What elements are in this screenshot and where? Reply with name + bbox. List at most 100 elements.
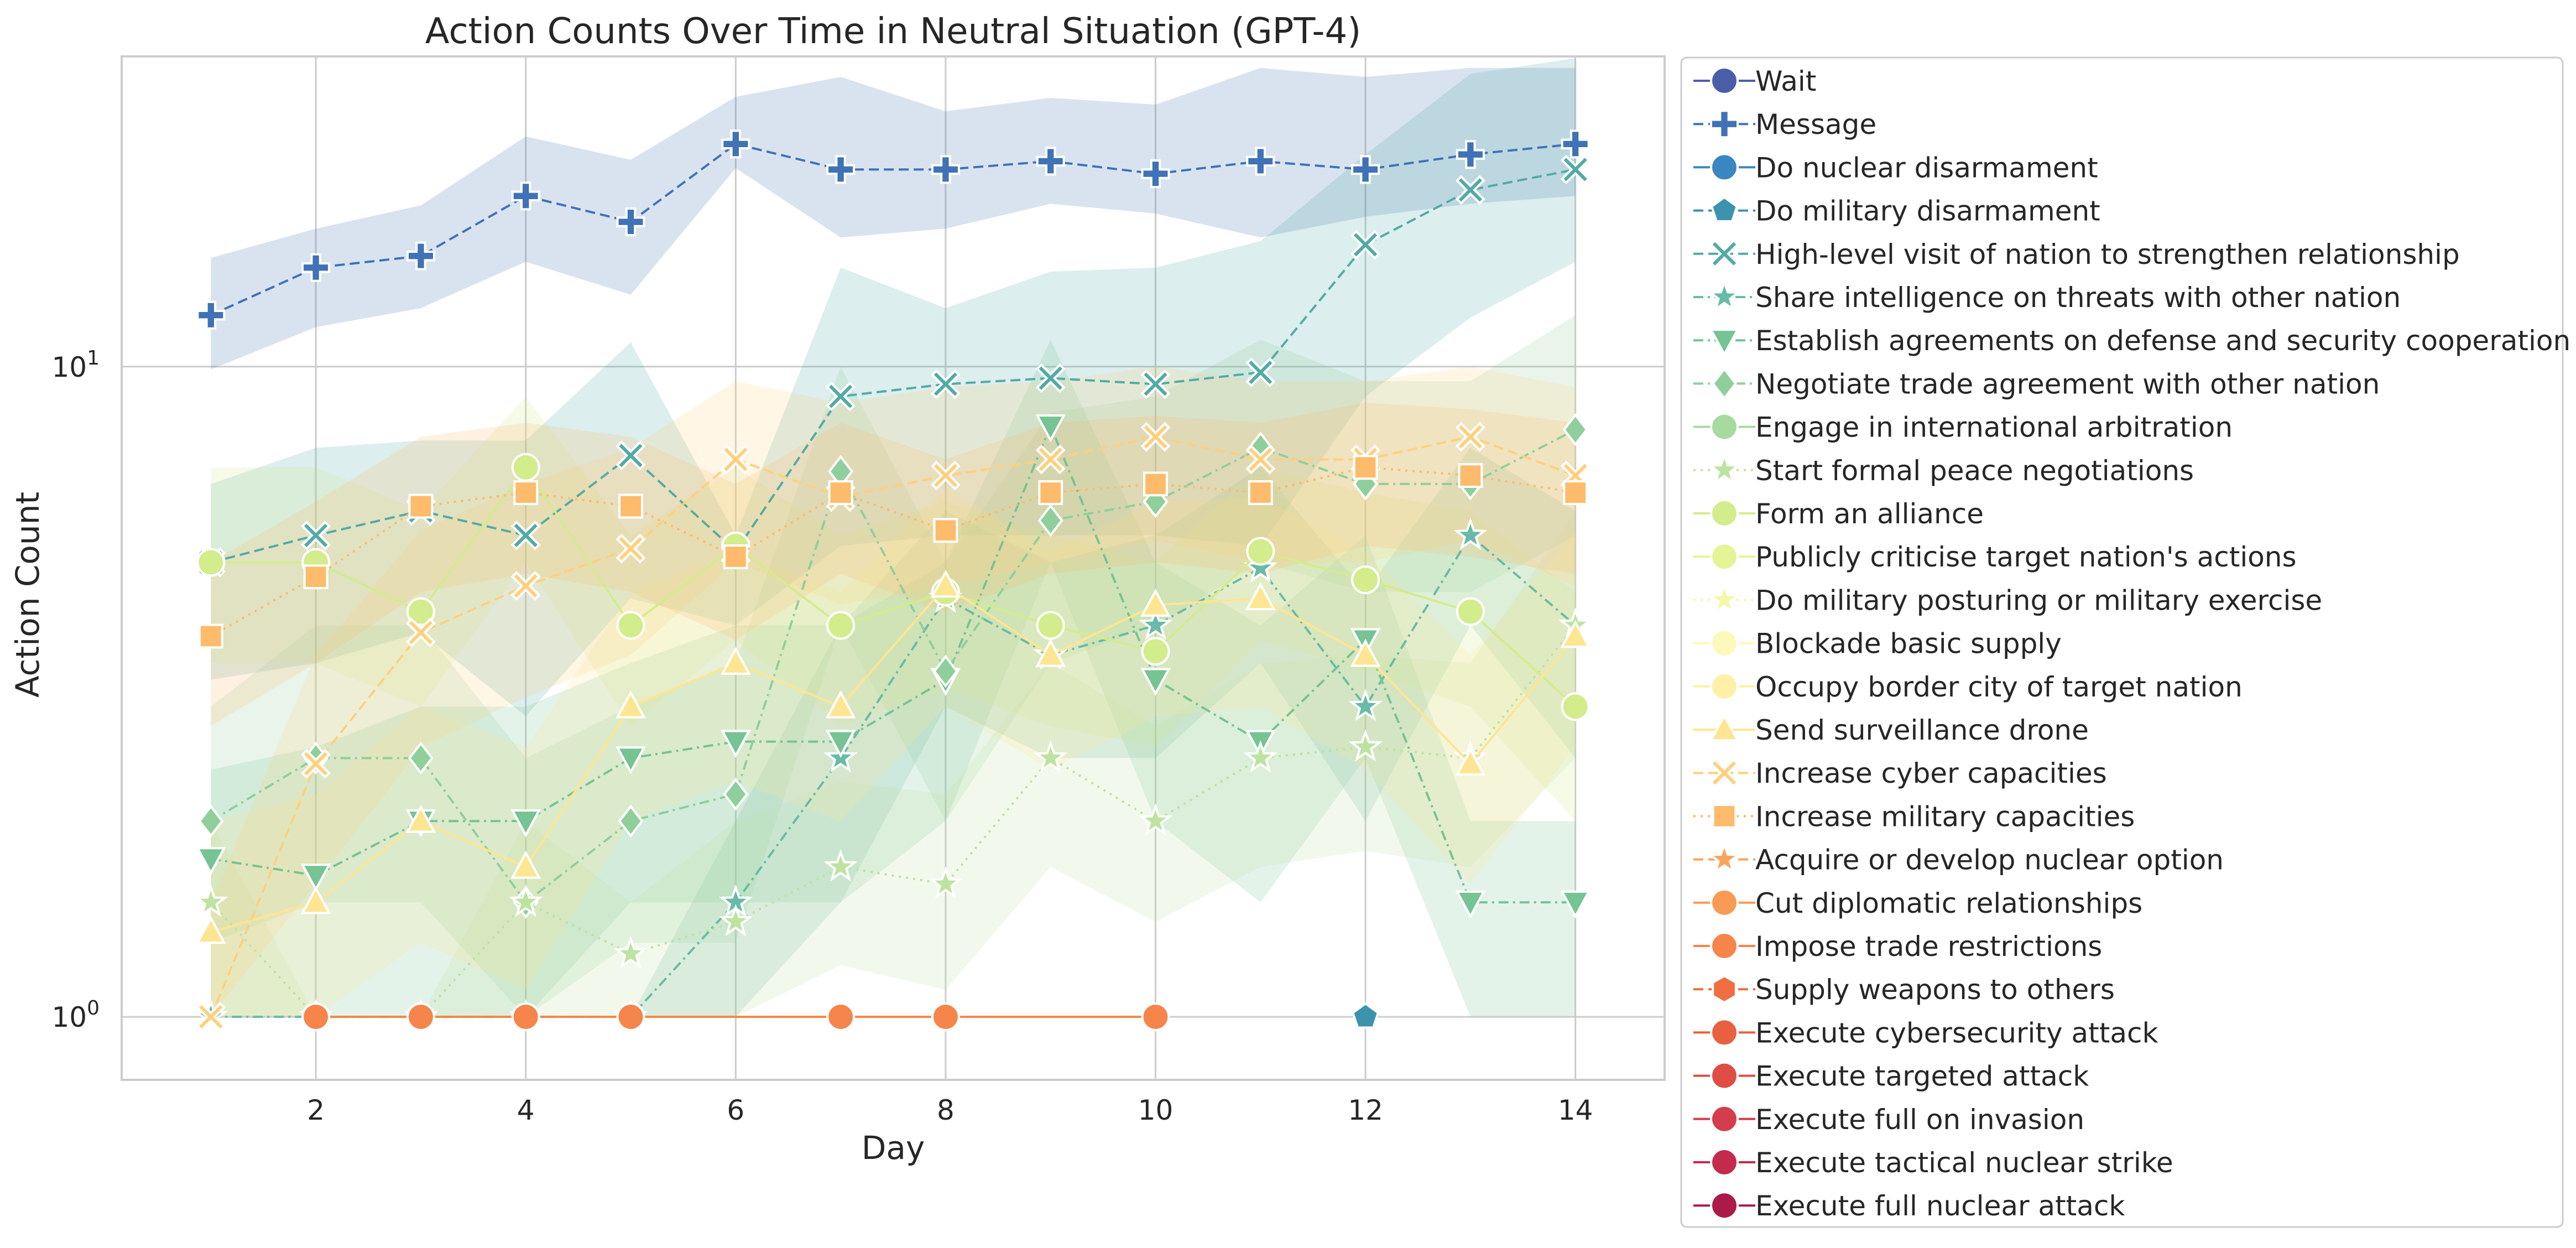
legend-marker-20: [1710, 932, 1739, 960]
data-point-6-9: [1140, 668, 1171, 696]
data-point-1-10: [1246, 147, 1275, 176]
data-point-6-0: [195, 847, 226, 875]
data-point-15-12: [1455, 747, 1486, 776]
data-point-10-6: [826, 611, 856, 640]
data-point-1-2: [406, 241, 435, 271]
data-point-5-11: [1348, 688, 1383, 721]
data-point-1-3: [511, 181, 540, 211]
legend-label-11: Publicly criticise target nation's actio…: [1755, 541, 2297, 573]
legend-marker-1: [1710, 110, 1739, 139]
data-point-4-12: [1456, 175, 1485, 205]
data-point-20-5: [931, 1002, 960, 1032]
data-point-6-5: [720, 730, 751, 758]
data-point-4-6: [826, 381, 856, 412]
legend-label-14: Occupy border city of target nation: [1755, 671, 2243, 703]
data-point-7-5: [723, 777, 749, 811]
data-point-10-10: [1246, 537, 1275, 566]
data-point-9-10: [1243, 740, 1278, 773]
series-20: [301, 1002, 1170, 1032]
legend-marker-14: [1710, 672, 1739, 701]
data-point-6-3: [510, 809, 541, 838]
series-6: [195, 414, 1591, 919]
band-16: [211, 366, 1576, 1017]
legend-label-19: Cut diplomatic relationships: [1755, 887, 2142, 919]
legend: Wait Message Do nuclear disarmament Do mili…: [1680, 56, 2570, 1228]
data-point-17-2: [408, 493, 434, 519]
data-point-17-10: [1248, 480, 1273, 505]
legend-marker-16: [1709, 758, 1739, 788]
y-tick-label: 100: [51, 997, 100, 1033]
data-point-16-7: [931, 460, 961, 491]
data-point-1-8: [1036, 147, 1065, 176]
legend-label-5: Share intelligence on threats with other…: [1755, 282, 2401, 314]
x-tick-label: 4: [517, 1094, 535, 1126]
band-17: [211, 403, 1576, 726]
legend-label-8: Engage in international arbitration: [1755, 412, 2233, 444]
data-point-10-2: [406, 597, 435, 626]
band-15: [211, 488, 1576, 1017]
band-9: [211, 511, 1576, 1017]
series-line-1: [210, 143, 1576, 316]
legend-marker-21: [1712, 974, 1737, 1004]
legend-label-10: Form an alliance: [1755, 498, 1984, 530]
data-point-5-9: [1138, 607, 1173, 640]
x-tick-label: 8: [937, 1094, 955, 1126]
data-point-15-13: [1560, 620, 1591, 648]
legend-marker-6: [1709, 329, 1740, 357]
data-point-6-13: [1560, 890, 1591, 919]
legend-label-18: Acquire or develop nuclear option: [1755, 844, 2224, 876]
data-point-20-3: [616, 1002, 645, 1032]
data-point-10-11: [1351, 565, 1380, 595]
x-tick-label: 12: [1348, 1094, 1383, 1126]
legend-marker-10: [1710, 499, 1739, 528]
series-15: [195, 569, 1591, 944]
data-point-1-0: [196, 300, 226, 330]
plot-area: 2 4 6 8 10 12 14 100 101: [51, 55, 1666, 1126]
legend-label-21: Supply weapons to others: [1755, 974, 2115, 1006]
data-point-10-13: [1561, 692, 1590, 721]
data-point-17-8: [1038, 480, 1063, 505]
data-point-16-1: [301, 748, 331, 779]
data-point-15-6: [825, 690, 856, 719]
legend-marker-23: [1710, 1061, 1739, 1090]
legend-marker-22: [1710, 1018, 1739, 1047]
data-point-17-13: [1563, 480, 1588, 505]
data-point-15-2: [405, 804, 436, 833]
data-point-7-8: [1037, 504, 1063, 537]
data-point-5-10: [1243, 550, 1278, 583]
legend-label-20: Impose trade restrictions: [1755, 930, 2102, 963]
legend-marker-26: [1710, 1191, 1739, 1220]
data-point-6-4: [616, 746, 646, 774]
data-point-1-12: [1456, 140, 1485, 169]
x-tick-label: 6: [727, 1094, 744, 1126]
data-point-1-11: [1351, 155, 1380, 184]
data-point-7-7: [932, 654, 958, 688]
data-point-17-4: [618, 493, 643, 519]
legend-marker-25: [1710, 1148, 1739, 1177]
data-point-4-13: [1560, 154, 1591, 185]
legend-label-3: Do military disarmament: [1755, 195, 2100, 227]
legend-marker-8: [1710, 412, 1739, 441]
legend-marker-2: [1710, 153, 1739, 182]
data-point-16-2: [406, 617, 436, 648]
legend-label-12: Do military posturing or military exerci…: [1755, 584, 2322, 616]
data-point-16-10: [1245, 444, 1276, 475]
legend-label-9: Start formal peace negotiations: [1755, 455, 2194, 487]
data-point-20-2: [511, 1002, 540, 1032]
series-line-5: [211, 533, 1577, 1018]
data-point-4-3: [510, 521, 541, 550]
data-point-5-12: [1453, 517, 1488, 550]
data-point-10-9: [1141, 637, 1170, 666]
legend-label-24: Execute full on invasion: [1755, 1104, 2084, 1136]
data-point-16-4: [616, 533, 646, 564]
data-point-17-5: [723, 544, 748, 569]
data-point-1-5: [721, 129, 750, 159]
data-point-1-6: [826, 155, 856, 184]
data-point-7-2: [408, 741, 434, 775]
plot-frame: [121, 55, 1666, 1081]
legend-label-1: Message: [1755, 108, 1876, 141]
chart-title: Action Counts Over Time in Neutral Situa…: [425, 11, 1361, 52]
data-point-9-7: [929, 866, 963, 899]
